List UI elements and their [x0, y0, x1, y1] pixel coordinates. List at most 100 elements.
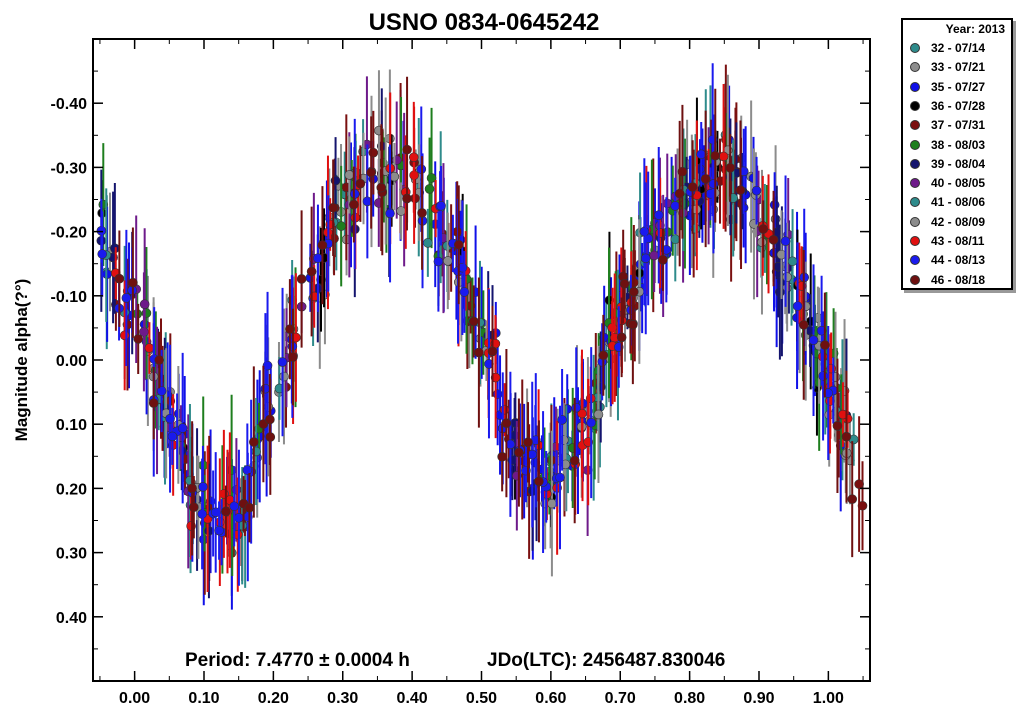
legend-label: 33 - 07/21: [931, 60, 986, 75]
data-point: [443, 256, 453, 266]
data-point: [735, 185, 746, 195]
data-point: [344, 170, 355, 180]
data-point: [189, 502, 199, 512]
legend: Year: 2013 32 - 07/14 33 - 07/21 35 - 07/2…: [901, 18, 1013, 290]
period-annotation: Period: 7.4770 ± 0.0004 h: [185, 650, 410, 671]
data-point: [555, 472, 565, 483]
legend-marker: [910, 62, 920, 73]
data-point: [818, 371, 828, 381]
data-point: [832, 421, 843, 431]
data-point: [242, 465, 253, 475]
legend-item: 33 - 07/21: [907, 58, 1011, 76]
data-point: [114, 273, 125, 284]
data-point: [474, 347, 484, 358]
x-tick-label: 0.90: [743, 690, 774, 707]
data-point: [156, 386, 167, 396]
data-point: [640, 253, 651, 264]
data-point: [436, 200, 446, 211]
data-point: [133, 334, 144, 344]
legend-label: 35 - 07/27: [931, 79, 986, 94]
data-point: [265, 414, 275, 425]
data-point: [154, 355, 165, 365]
data-point: [402, 193, 412, 204]
data-point: [258, 419, 269, 429]
x-tick-label: 0.10: [188, 690, 219, 707]
data-point: [187, 483, 197, 494]
data-point: [739, 166, 749, 177]
legend-item: 37 - 07/31: [907, 116, 1011, 134]
legend-title: Year: 2013: [945, 22, 1005, 36]
data-point: [423, 238, 433, 248]
data-point: [775, 287, 785, 297]
data-point: [798, 320, 809, 330]
legend-item: 36 - 07/28: [907, 97, 1011, 115]
x-tick-label: 0.00: [119, 690, 150, 707]
series-13: [114, 76, 858, 558]
data-point: [167, 431, 178, 442]
legend-item: 40 - 08/05: [907, 174, 1011, 192]
y-tick-label: -0.40: [51, 96, 88, 113]
legend-item: 41 - 08/06: [907, 193, 1011, 211]
legend-marker: [910, 197, 920, 208]
legend-marker: [910, 236, 920, 246]
data-point: [121, 293, 132, 303]
legend-label: 46 - 08/18: [931, 272, 986, 287]
data-point: [598, 350, 609, 361]
data-point: [700, 174, 711, 184]
data-point: [317, 240, 328, 250]
data-point: [547, 498, 557, 509]
data-point: [780, 236, 791, 247]
x-tick-label: 0.80: [674, 690, 705, 707]
data-point: [296, 274, 307, 284]
x-tick-label: 0.60: [535, 690, 566, 707]
data-point: [527, 449, 538, 460]
legend-marker: [910, 81, 920, 92]
data-point: [854, 479, 864, 489]
legend-marker: [910, 255, 920, 266]
data-point: [376, 182, 387, 193]
data-point: [653, 210, 664, 220]
x-tick-label: 1.00: [813, 690, 844, 707]
data-point: [696, 149, 707, 160]
y-tick-label: 0.00: [56, 353, 87, 370]
data-point: [453, 239, 464, 250]
data-point: [820, 340, 830, 350]
data-point: [569, 455, 580, 466]
legend-label: 44 - 08/13: [931, 253, 986, 268]
data-point: [355, 178, 366, 189]
data-point: [782, 272, 792, 282]
data-point: [847, 494, 858, 504]
data-point: [214, 525, 224, 536]
data-point: [459, 287, 470, 297]
data-point: [787, 256, 798, 267]
data-point: [593, 409, 604, 420]
data-point: [221, 506, 231, 517]
data-point: [244, 502, 255, 513]
x-tick-label: 0.40: [397, 690, 428, 707]
legend-item: 44 - 08/13: [907, 251, 1011, 269]
y-tick-label: -0.30: [51, 160, 88, 177]
data-point: [497, 451, 507, 462]
legend-item: 35 - 07/27: [907, 78, 1011, 96]
y-tick-label: -0.20: [51, 225, 88, 242]
data-point: [658, 255, 668, 265]
legend-marker: [910, 100, 920, 111]
x-tick-label: 0.30: [327, 690, 358, 707]
data-point: [144, 343, 155, 353]
data-point: [577, 408, 587, 419]
data-points: [96, 63, 868, 610]
legend-item: 39 - 08/04: [907, 155, 1011, 173]
data-point: [649, 250, 659, 261]
data-point: [249, 437, 259, 447]
data-point: [586, 417, 596, 428]
data-point: [313, 253, 323, 264]
data-point: [277, 357, 288, 367]
legend-label: 37 - 07/31: [931, 118, 986, 133]
data-point: [674, 188, 685, 199]
data-point: [857, 500, 868, 511]
legend-marker: [910, 178, 920, 189]
data-point: [629, 287, 639, 297]
data-point: [396, 206, 406, 216]
data-point: [285, 324, 295, 334]
legend-marker: [910, 216, 920, 227]
